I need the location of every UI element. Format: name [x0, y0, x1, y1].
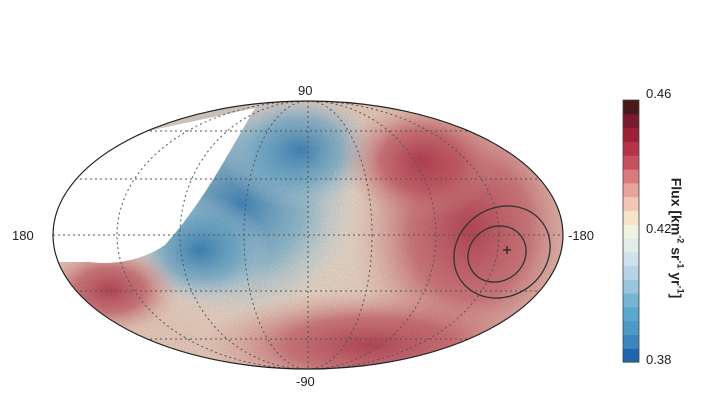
colorbar-title: Flux [km-2 sr-1 yr-1]: [668, 177, 686, 299]
colorbar-swatch: [623, 306, 639, 322]
meridian-line: [243, 101, 373, 369]
colorbar-swatch: [623, 265, 639, 280]
colorbar-swatch: [623, 210, 639, 225]
colorbar-tick-min: 0.38: [646, 352, 672, 367]
colorbar-swatch: [623, 279, 639, 294]
colorbar-swatch: [623, 320, 639, 336]
lon-tick-left: 180: [12, 228, 34, 243]
colorbar-swatch: [623, 293, 639, 308]
colorbar-tick-mid: 0.42: [646, 221, 672, 236]
colorbar-swatch: [623, 251, 639, 267]
colorbar-swatch: [623, 334, 639, 349]
colorbar-swatch: [623, 196, 639, 211]
lon-tick-right: -180: [568, 228, 595, 243]
colorbar: [623, 100, 639, 363]
sky-map: [53, 101, 563, 369]
colorbar-swatch: [623, 224, 639, 239]
colorbar-swatch: [623, 100, 639, 115]
lat-tick-bottom: -90: [296, 374, 315, 389]
colorbar-swatch: [623, 348, 639, 363]
hotspot-marker: [503, 246, 511, 254]
colorbar-tick-max: 0.46: [646, 86, 672, 101]
meridian-line: [179, 101, 437, 369]
significance-contours: [453, 205, 551, 299]
colorbar-swatch: [623, 127, 639, 142]
map-outline: [52, 100, 564, 370]
inner-contour: [467, 225, 527, 283]
colorbar-swatch: [623, 155, 639, 170]
colorbar-swatch: [623, 237, 639, 253]
colorbar-frame: [622, 99, 640, 363]
colorbar-swatch: [623, 141, 639, 156]
lat-tick-top: 90: [298, 83, 313, 98]
outer-contour: [453, 205, 551, 299]
colorbar-swatch: [623, 168, 639, 184]
colorbar-swatch: [623, 182, 639, 198]
meridian-line: [116, 101, 500, 369]
colorbar-swatch: [623, 113, 639, 129]
